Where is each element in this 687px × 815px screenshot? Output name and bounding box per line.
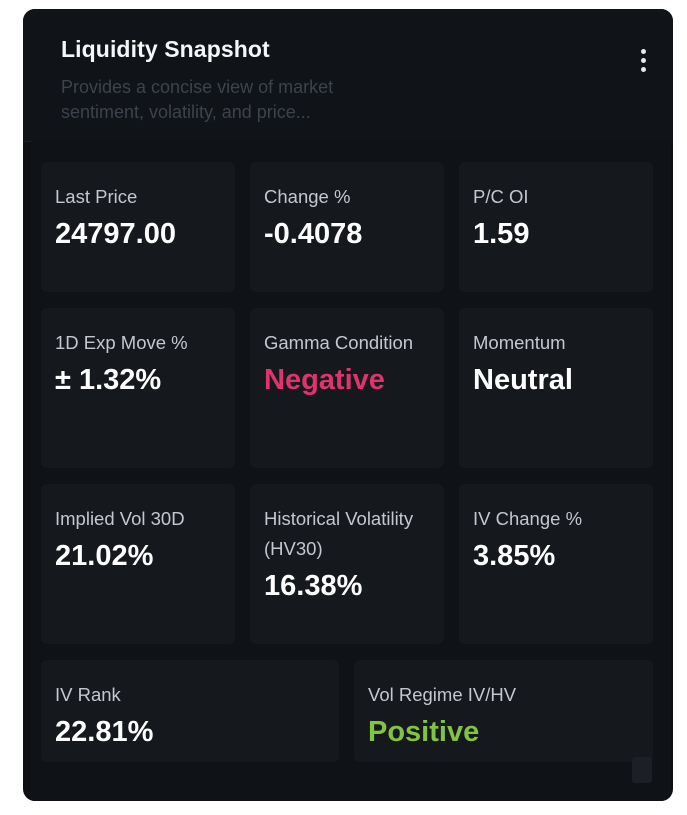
metric-value: 22.81% <box>55 716 154 748</box>
metric-value: 16.38% <box>264 570 363 602</box>
metric-value: 1.59 <box>473 218 530 250</box>
metric-tile-pc-oi: P/C OI 1.59 <box>459 162 653 292</box>
metric-tile-last-price: Last Price 24797.00 <box>41 162 235 292</box>
card-header: Liquidity Snapshot Provides a concise vi… <box>23 9 673 142</box>
metric-value-negative: Negative <box>264 364 385 396</box>
metric-tile-exp-move: 1D Exp Move % ± 1.32% <box>41 308 235 468</box>
widget-subtitle: Provides a concise view of market sentim… <box>61 77 334 122</box>
metric-value: Neutral <box>473 364 573 396</box>
metric-tile-iv-rank: IV Rank 22.81% <box>41 660 339 762</box>
metric-label: Historical Volatility (HV30) <box>264 508 414 559</box>
metric-value-positive: Positive <box>368 716 480 748</box>
liquidity-snapshot-card: Liquidity Snapshot Provides a concise vi… <box>23 9 673 801</box>
metric-tile-vol-regime: Vol Regime IV/HV Positive <box>354 660 653 762</box>
menu-dot <box>640 66 646 72</box>
metrics-grid: Last Price 24797.00 Change % -0.4078 P/C… <box>31 141 671 801</box>
metric-label: Change % <box>264 186 351 207</box>
metric-tile-gamma-condition: Gamma Condition Negative <box>250 308 444 468</box>
metric-label: Vol Regime IV/HV <box>368 684 517 705</box>
metric-tile-momentum: Momentum Neutral <box>459 308 653 468</box>
metric-label: P/C OI <box>473 186 529 207</box>
metric-value: 24797.00 <box>55 218 176 250</box>
metric-tile-implied-vol: Implied Vol 30D 21.02% <box>41 484 235 644</box>
metric-label: IV Change % <box>473 508 583 529</box>
menu-dot <box>640 48 646 54</box>
metric-label: 1D Exp Move % <box>55 332 188 353</box>
metric-label: Momentum <box>473 332 566 353</box>
metric-label: Implied Vol 30D <box>55 508 185 529</box>
scrollbar-thumb[interactable] <box>632 757 652 783</box>
metric-label: IV Rank <box>55 684 121 705</box>
metric-value: 21.02% <box>55 540 154 572</box>
metric-value: -0.4078 <box>264 218 363 250</box>
metric-label: Gamma Condition <box>264 332 414 353</box>
metric-value: 3.85% <box>473 540 556 572</box>
metric-tile-historical-vol: Historical Volatility (HV30) 16.38% <box>250 484 444 644</box>
widget-title: Liquidity Snapshot <box>61 36 270 62</box>
metric-tile-iv-change: IV Change % 3.85% <box>459 484 653 644</box>
menu-dot <box>640 57 646 63</box>
metric-label: Last Price <box>55 186 138 207</box>
metric-tile-change-pct: Change % -0.4078 <box>250 162 444 292</box>
metric-value: ± 1.32% <box>55 364 162 396</box>
more-vertical-icon[interactable] <box>631 45 655 75</box>
